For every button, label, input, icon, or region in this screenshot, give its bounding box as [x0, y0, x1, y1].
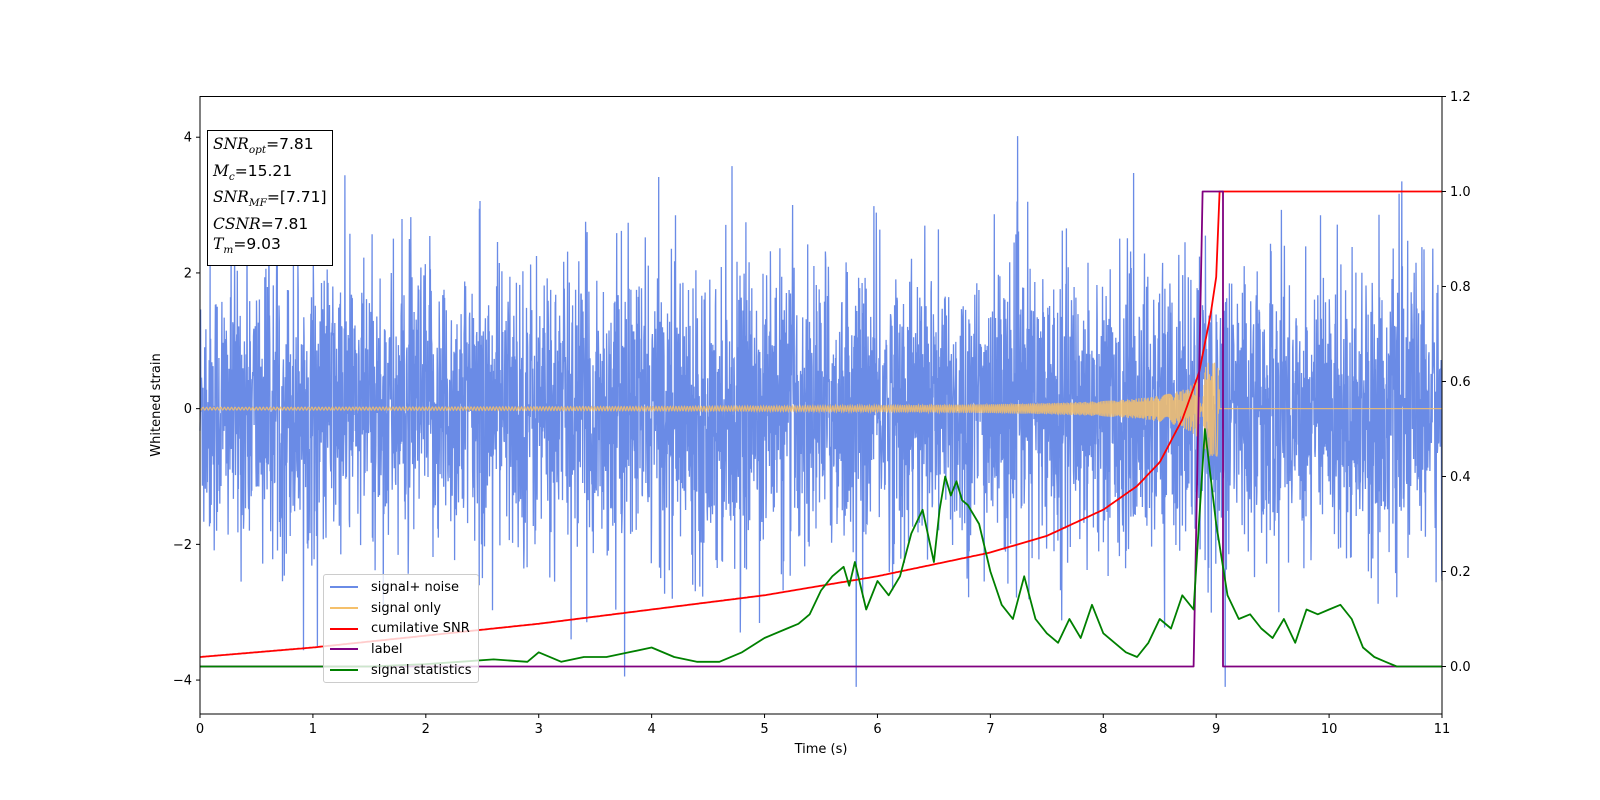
y-tick-label: −2	[173, 538, 192, 553]
snr-mf-value: [7.71]	[279, 188, 327, 207]
series-label	[200, 190, 1442, 668]
y-tick-label: −4	[173, 674, 192, 689]
snr-info-box: SNRopt=7.81 Mc=15.21 SNRMF=[7.71] CSNR=7…	[207, 130, 333, 266]
y2-tick-label: 0.4	[1450, 470, 1471, 485]
legend-label-signal-noise: signal+ noise	[371, 579, 460, 595]
legend-swatch-label	[330, 648, 358, 651]
legend-item-signal-statistics: signal statistics	[330, 660, 472, 681]
mc-value: 15.21	[247, 161, 293, 180]
x-axis: 0 1 2 3 4 5 6 7 8 9 10 11	[196, 714, 1450, 737]
x-tick-label: 11	[1434, 722, 1451, 737]
legend-swatch-signal-noise	[330, 586, 358, 589]
x-tick-label: 3	[535, 722, 543, 737]
legend-item-signal-noise: signal+ noise	[330, 577, 472, 598]
x-tick-label: 10	[1321, 722, 1338, 737]
x-tick-label: 6	[873, 722, 881, 737]
y-tick-label: 4	[184, 131, 192, 146]
legend: signal+ noise signal only cumilative SNR…	[323, 574, 479, 684]
legend-label-signal-statistics: signal statistics	[371, 662, 472, 678]
y2-tick-label: 0.0	[1450, 660, 1471, 675]
legend-item-cumulative-snr: cumilative SNR	[330, 618, 472, 639]
x-tick-label: 2	[422, 722, 430, 737]
x-tick-label: 0	[196, 722, 204, 737]
y-axis-right: 1.2 1.0 0.8 0.6 0.4 0.2 0.0	[1442, 90, 1471, 675]
series-signal-statistics	[200, 428, 1442, 668]
y-tick-label: 0	[184, 402, 192, 417]
y2-tick-label: 1.2	[1450, 90, 1471, 105]
y-tick-label: 2	[184, 266, 192, 281]
legend-swatch-cumulative-snr	[330, 627, 358, 630]
plot-frame	[199, 96, 1443, 715]
snr-opt-value: 7.81	[279, 135, 314, 153]
snr-mf-line: SNRMF=[7.71]	[213, 188, 327, 210]
x-tick-label: 8	[1099, 722, 1107, 737]
legend-label-cumulative-snr: cumilative SNR	[371, 621, 470, 637]
legend-item-signal-only: signal only	[330, 598, 472, 619]
legend-label-signal-only: signal only	[371, 600, 442, 616]
mc-line: Mc=15.21	[213, 161, 293, 183]
legend-swatch-signal-only	[330, 607, 358, 610]
legend-swatch-signal-statistics	[330, 669, 358, 672]
legend-item-label: label	[330, 639, 472, 660]
csnr-value: 7.81	[273, 214, 309, 233]
x-tick-label: 1	[309, 722, 317, 737]
x-axis-title: Time (s)	[794, 742, 848, 757]
x-tick-label: 9	[1212, 722, 1220, 737]
legend-label-label: label	[371, 641, 403, 657]
y2-tick-label: 0.8	[1450, 280, 1471, 295]
csnr-line: CSNR=7.81	[213, 214, 309, 233]
y2-tick-label: 0.2	[1450, 565, 1471, 580]
series-signal-noise	[199, 136, 1443, 687]
series-signal-only	[199, 362, 1442, 457]
snr-opt-line: SNRopt=7.81	[213, 135, 314, 157]
y2-tick-label: 0.6	[1450, 375, 1471, 390]
x-tick-label: 4	[647, 722, 655, 737]
tm-value: 9.03	[246, 235, 281, 254]
x-tick-label: 7	[986, 722, 994, 737]
y2-tick-label: 1.0	[1450, 185, 1471, 200]
y-axis-title: Whitened strain	[149, 353, 164, 456]
tm-line: Tm=9.03	[213, 235, 281, 257]
y-axis-left: 4 2 0 −2 −4	[173, 131, 200, 689]
x-tick-label: 5	[760, 722, 768, 737]
